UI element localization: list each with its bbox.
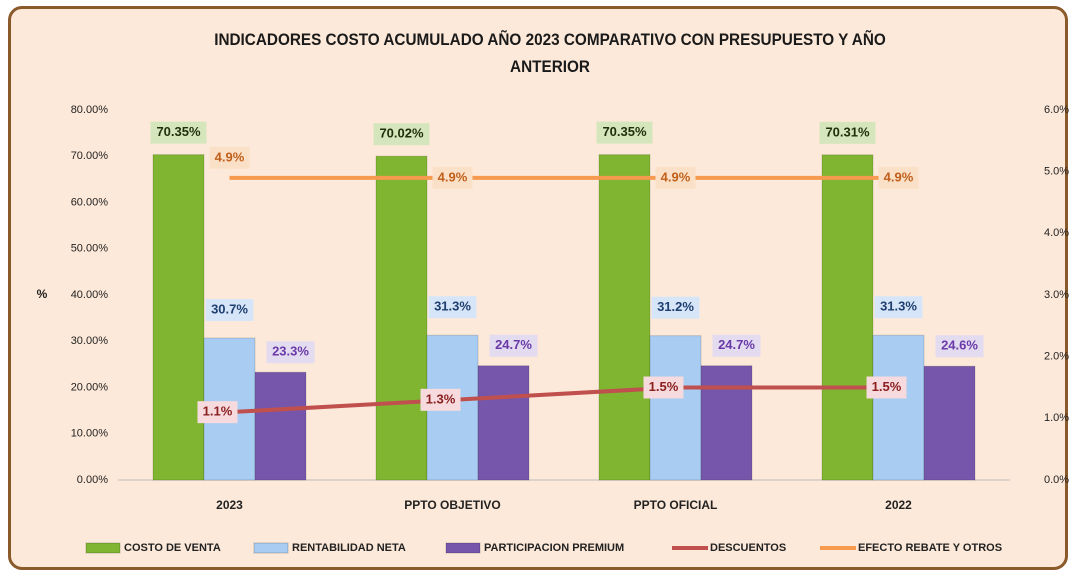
- bar: [375, 155, 428, 481]
- y2-tick-label: 3.0%: [1044, 289, 1069, 301]
- y-tick-label: 60.00%: [71, 196, 109, 208]
- y2-tick-label: 5.0%: [1044, 166, 1069, 178]
- data-label-bg: [819, 121, 876, 144]
- y-tick-label: 50.00%: [71, 243, 109, 255]
- data-label: 1.5%: [872, 379, 902, 394]
- bar: [152, 154, 205, 481]
- data-label-bg: [432, 166, 473, 189]
- legend-swatch: [85, 542, 121, 554]
- data-label: 70.31%: [825, 124, 870, 139]
- data-label: 4.9%: [438, 169, 468, 184]
- y-tick-label: 0.00%: [77, 474, 108, 486]
- data-label-bg: [266, 341, 315, 364]
- y-tick-label: 70.00%: [71, 150, 109, 162]
- legend-label: EFECTO REBATE Y OTROS: [858, 542, 1002, 554]
- legend-label: DESCUENTOS: [710, 542, 786, 554]
- x-tick-label: 2022: [885, 498, 912, 512]
- data-label: 1.3%: [426, 391, 456, 406]
- data-label: 24.6%: [941, 338, 978, 353]
- data-label: 4.9%: [884, 169, 914, 184]
- y-tick-label: 20.00%: [71, 381, 109, 393]
- data-label: 31.3%: [880, 299, 917, 314]
- legend-label: RENTABILIDAD NETA: [292, 542, 406, 554]
- data-label: 31.2%: [657, 299, 694, 314]
- bar: [598, 154, 651, 481]
- legend-label: COSTO DE VENTA: [124, 542, 221, 554]
- data-label: 4.9%: [215, 149, 245, 164]
- data-label-bg: [150, 121, 207, 144]
- y-tick-label: 10.00%: [71, 428, 109, 440]
- data-label-bg: [874, 296, 923, 319]
- data-label-bg: [651, 296, 700, 319]
- y2-tick-label: 4.0%: [1044, 227, 1069, 239]
- data-label-bg: [878, 166, 919, 189]
- bar: [649, 335, 702, 481]
- legend-swatch: [445, 542, 481, 554]
- x-tick-label: PPTO OBJETIVO: [404, 498, 500, 512]
- data-label-bg: [209, 146, 250, 169]
- line: [229, 385, 899, 415]
- data-label-bg: [489, 334, 538, 357]
- y-tick-label: 40.00%: [71, 289, 109, 301]
- y2-tick-label: 6.0%: [1044, 104, 1069, 116]
- bar: [872, 334, 925, 481]
- data-label: 1.1%: [203, 404, 233, 419]
- data-label: 70.02%: [379, 126, 424, 141]
- data-label-bg: [712, 334, 761, 357]
- data-label: 70.35%: [602, 124, 647, 139]
- legend-swatch: [253, 542, 289, 554]
- data-label-bg: [596, 121, 653, 144]
- data-label: 31.3%: [434, 299, 471, 314]
- y2-tick-label: 0.0%: [1044, 474, 1069, 486]
- data-label-bg: [935, 335, 984, 358]
- bar: [821, 154, 874, 481]
- data-label-bg: [643, 376, 684, 399]
- data-label-bg: [428, 296, 477, 319]
- data-label: 24.7%: [718, 337, 755, 352]
- data-label-bg: [866, 376, 907, 399]
- bar: [477, 365, 530, 481]
- y2-tick-label: 1.0%: [1044, 412, 1069, 424]
- data-label-bg: [655, 166, 696, 189]
- bar: [254, 371, 307, 481]
- data-label-bg: [420, 388, 461, 411]
- y-axis-label: %: [37, 287, 48, 301]
- legend-label: PARTICIPACION PREMIUM: [484, 542, 624, 554]
- bar: [700, 365, 753, 481]
- data-label-bg: [205, 299, 254, 322]
- data-label: 23.3%: [272, 344, 309, 359]
- data-label-bg: [373, 123, 430, 146]
- data-label-bg: [197, 401, 238, 424]
- x-tick-label: PPTO OFICIAL: [634, 498, 718, 512]
- bar: [923, 365, 976, 481]
- y-tick-label: 30.00%: [71, 335, 109, 347]
- x-tick-label: 2023: [216, 498, 243, 512]
- chart-title: INDICADORES COSTO ACUMULADO AÑO 2023 COM…: [214, 30, 886, 76]
- y-tick-label: 80.00%: [71, 104, 109, 116]
- data-label: 70.35%: [156, 124, 201, 139]
- y2-tick-label: 2.0%: [1044, 351, 1069, 363]
- data-label: 24.7%: [495, 337, 532, 352]
- data-label: 4.9%: [661, 169, 691, 184]
- data-label: 30.7%: [211, 301, 248, 316]
- data-label: 1.5%: [649, 379, 679, 394]
